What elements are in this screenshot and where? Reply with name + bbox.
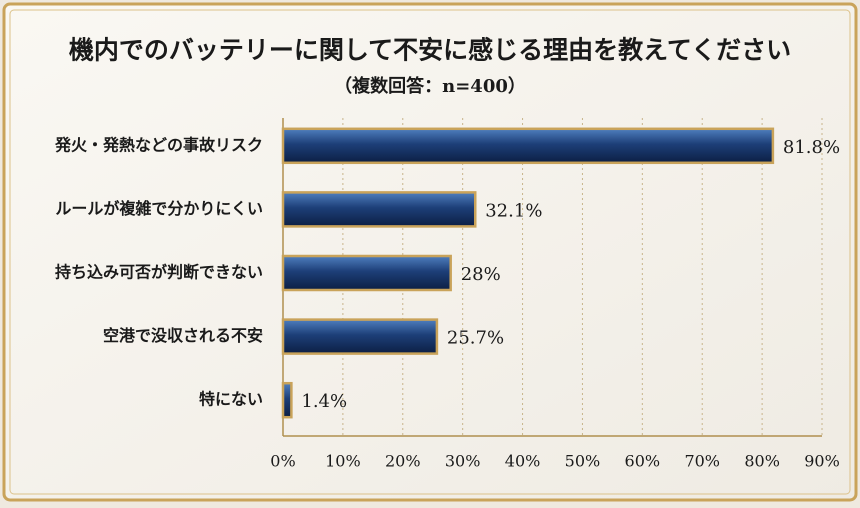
x-tick-label: 0% (270, 452, 295, 471)
bar (281, 254, 452, 292)
y-tick-label: ルールが複雑で分かりにくい (55, 199, 263, 218)
y-tick-label: 発火・発熱などの事故リスク (54, 135, 263, 154)
x-tick-label: 70% (684, 452, 720, 471)
x-tick-label: 90% (804, 452, 840, 471)
x-tick-label: 60% (625, 452, 661, 471)
x-tick-label: 20% (385, 452, 421, 471)
value-label: 25.7% (447, 328, 504, 349)
value-label: 28% (461, 264, 501, 285)
y-tick-label: 特にない (199, 390, 263, 409)
bar (281, 127, 775, 165)
y-tick-label: 持ち込み可否が判断できない (55, 263, 263, 282)
y-tick-label: 空港で没収される不安 (103, 326, 263, 345)
bar (281, 191, 477, 228)
chart-title: 機内でのバッテリーに関して不安に感じる理由を教えてください (69, 36, 791, 65)
inner-frame (9, 9, 851, 495)
x-tick-label: 10% (325, 452, 361, 471)
bar (281, 381, 293, 419)
x-tick-label: 50% (565, 452, 601, 471)
value-label: 81.8% (783, 137, 840, 158)
x-tick-label: 80% (744, 452, 780, 471)
bar (281, 318, 439, 355)
x-tick-label: 30% (445, 452, 481, 471)
value-label: 1.4% (301, 391, 347, 412)
value-label: 32.1% (485, 200, 542, 221)
chart-subtitle: （複数回答：n=400） (334, 75, 526, 97)
x-tick-label: 40% (505, 452, 541, 471)
